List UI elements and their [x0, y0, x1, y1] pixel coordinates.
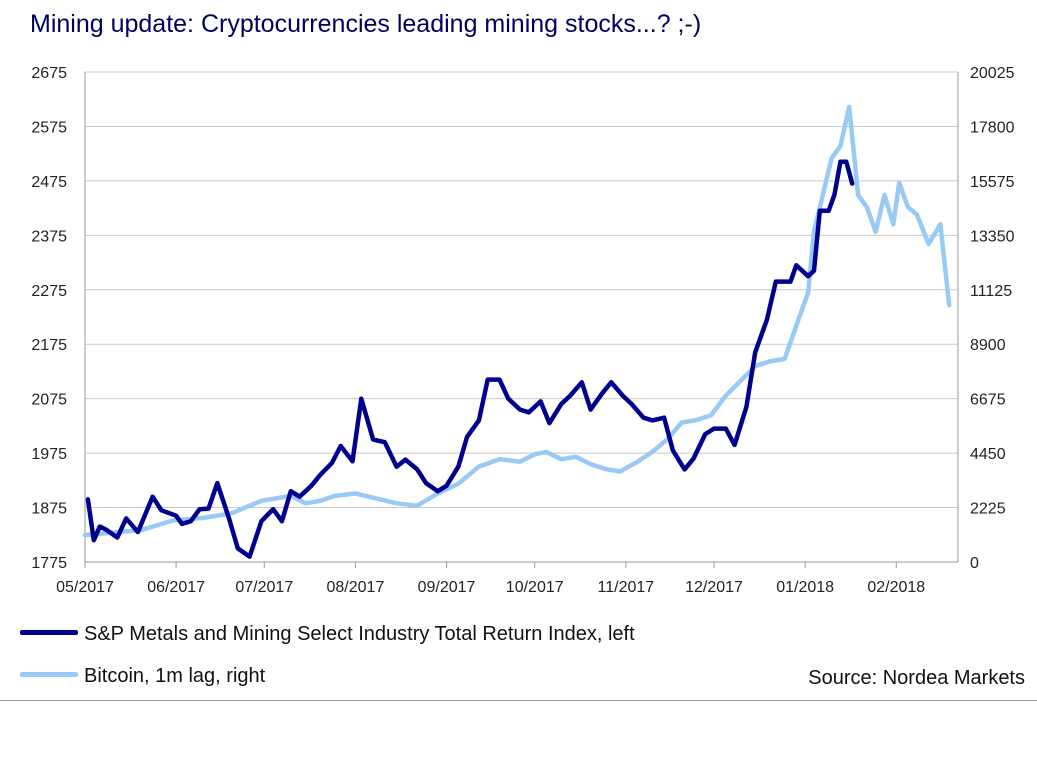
y-right-tick-label: 11125: [970, 283, 1012, 300]
x-tick-label: 06/2017: [147, 579, 205, 596]
y-left-tick-label: 1975: [31, 446, 67, 463]
bottom-divider: [0, 700, 1037, 701]
y-left-tick-label: 2675: [31, 65, 67, 82]
y-right-tick-label: 6675: [970, 392, 1006, 409]
gridlines: [85, 71, 958, 509]
y-right-tick-label: 0: [970, 555, 979, 572]
y-left-tick-label: 2175: [31, 337, 67, 354]
x-tick-label: 02/2018: [867, 579, 925, 596]
axes: 1775 1875 1975 2075 2175 2275 2375 2475 2575 2675…: [31, 65, 1014, 596]
x-tick-label: 09/2017: [418, 579, 476, 596]
y-left-tick-label: 1875: [31, 501, 67, 518]
x-tick-label: 07/2017: [235, 579, 293, 596]
series-lines: [82, 104, 952, 559]
x-tick-label: 12/2017: [685, 579, 743, 596]
y-left-tick-label: 2275: [31, 283, 67, 300]
legend-swatch-mining-index: [20, 630, 78, 636]
y-right-tick-label: 2225: [970, 501, 1006, 518]
y-left-tick-label: 2475: [31, 174, 67, 191]
series-line-bitcoin: [82, 104, 952, 538]
y-left-tick-label: 2375: [31, 228, 67, 245]
y-left-tick-label: 1775: [31, 555, 67, 572]
series-line-mining-index: [85, 159, 855, 559]
y-left-tick-label: 2075: [31, 392, 67, 409]
x-tick-label: 10/2017: [506, 579, 564, 596]
legend-label-bitcoin: Bitcoin, 1m lag, right: [84, 665, 266, 687]
chart-title: Mining update: Cryptocurrencies leading …: [30, 10, 702, 38]
x-tick-label: 08/2017: [327, 579, 385, 596]
source-note: Source: Nordea Markets: [808, 667, 1025, 689]
y-right-tick-label: 17800: [970, 119, 1015, 136]
legend-item-mining-index: S&P Metals and Mining Select Industry To…: [20, 623, 635, 646]
y-right-tick-label: 15575: [970, 174, 1015, 191]
y-left-tick-label: 2575: [31, 119, 67, 136]
y-right-tick-label: 13350: [970, 228, 1015, 245]
legend-label-mining-index: S&P Metals and Mining Select Industry To…: [84, 623, 635, 645]
y-right-tick-label: 20025: [970, 65, 1015, 82]
y-right-tick-label: 4450: [970, 446, 1006, 463]
legend-item-bitcoin: Bitcoin, 1m lag, right: [20, 665, 265, 688]
y-right-tick-label: 8900: [970, 337, 1006, 354]
x-tick-label: 05/2017: [56, 579, 114, 596]
x-tick-label: 01/2018: [776, 579, 834, 596]
legend-swatch-bitcoin: [20, 672, 78, 678]
x-tick-label: 11/2017: [598, 579, 655, 596]
